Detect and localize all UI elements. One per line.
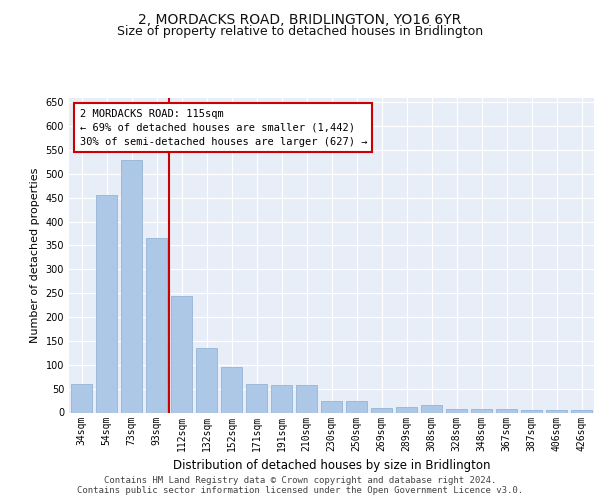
Text: Contains HM Land Registry data © Crown copyright and database right 2024.: Contains HM Land Registry data © Crown c… (104, 476, 496, 485)
Bar (196, 348, 217, 412)
Bar (71, 384, 92, 412)
X-axis label: Distribution of detached houses by size in Bridlington: Distribution of detached houses by size … (173, 459, 490, 472)
Bar (296, 386, 317, 412)
Bar (571, 410, 592, 412)
Bar (96, 196, 117, 412)
Bar (121, 160, 142, 412)
Bar (521, 410, 542, 412)
Bar (496, 409, 517, 412)
Bar (246, 384, 267, 412)
Bar (371, 408, 392, 412)
Bar (271, 385, 292, 412)
Bar (446, 408, 467, 412)
Y-axis label: Number of detached properties: Number of detached properties (30, 168, 40, 342)
Bar (546, 410, 567, 412)
Bar (471, 409, 492, 412)
Bar (146, 238, 167, 412)
Bar (346, 400, 367, 412)
Bar (321, 400, 342, 412)
Bar (171, 296, 192, 412)
Text: 2, MORDACKS ROAD, BRIDLINGTON, YO16 6YR: 2, MORDACKS ROAD, BRIDLINGTON, YO16 6YR (139, 12, 461, 26)
Text: 2 MORDACKS ROAD: 115sqm
← 69% of detached houses are smaller (1,442)
30% of semi: 2 MORDACKS ROAD: 115sqm ← 69% of detache… (79, 108, 367, 146)
Text: Size of property relative to detached houses in Bridlington: Size of property relative to detached ho… (117, 25, 483, 38)
Bar (221, 367, 242, 412)
Bar (421, 406, 442, 412)
Text: Contains public sector information licensed under the Open Government Licence v3: Contains public sector information licen… (77, 486, 523, 495)
Bar (396, 407, 417, 412)
